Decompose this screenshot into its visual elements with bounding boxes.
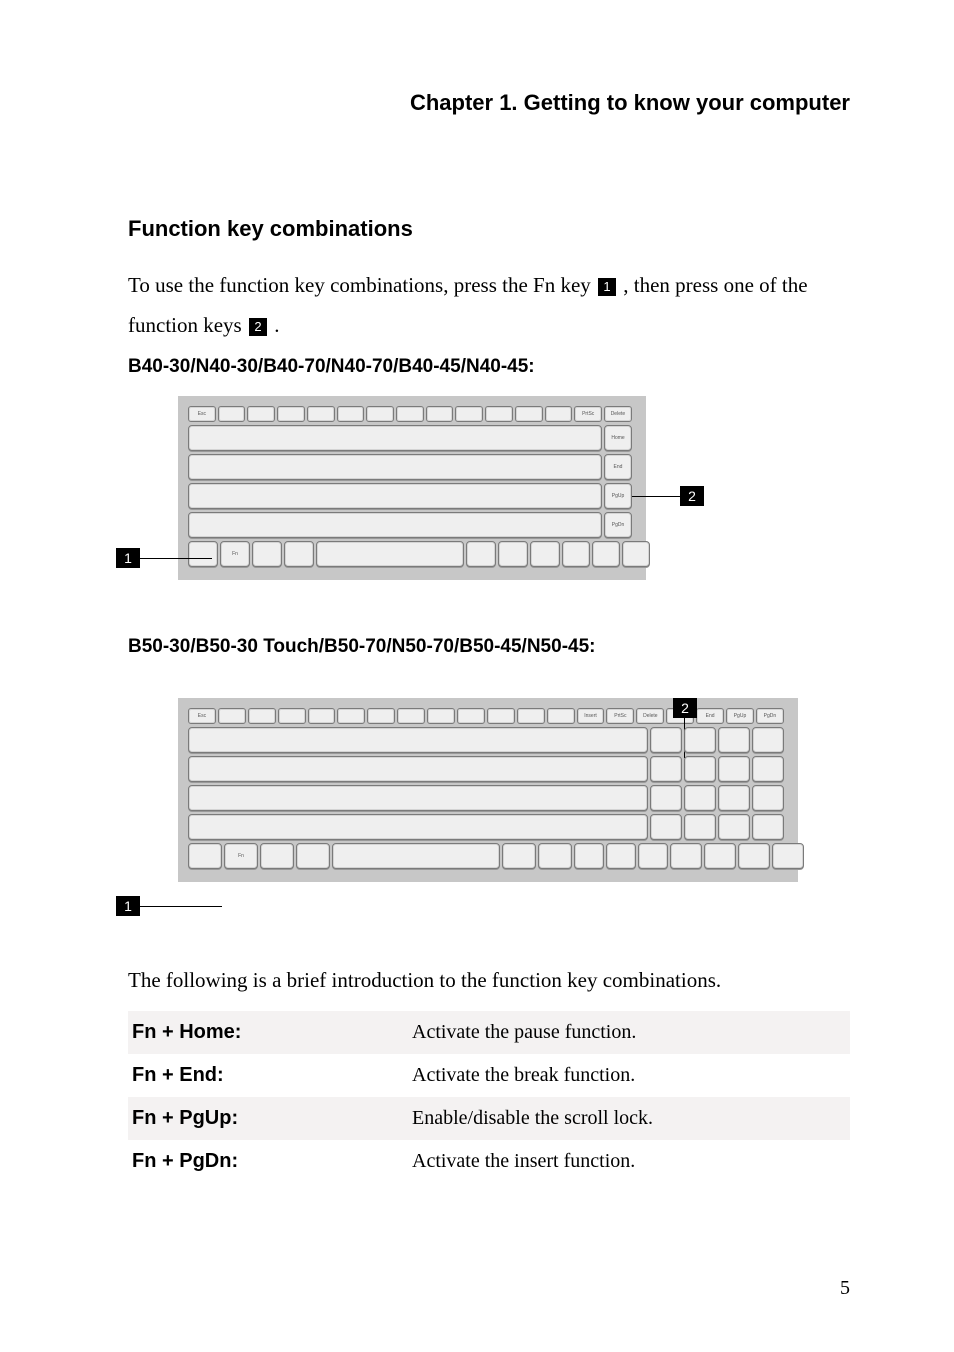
kbd1-topkey <box>307 406 335 422</box>
kbd1-callout-1: 1 <box>116 548 140 568</box>
kbd1-topkey <box>366 406 394 422</box>
fn-key: Fn + Home: <box>128 1011 412 1054</box>
kbd2-topkey: Delete <box>636 708 664 724</box>
page-number: 5 <box>840 1277 850 1300</box>
kbd2-topkey <box>308 708 336 724</box>
fn-desc: Activate the insert function. <box>412 1140 850 1183</box>
kbd2-topkey <box>278 708 306 724</box>
kbd1-side-2: PgUp <box>612 493 625 499</box>
kbd2-row-top: EscInsertPrtScDeleteHomeEndPgUpPgDn <box>188 708 788 724</box>
fn-key: Fn + PgUp: <box>128 1097 412 1140</box>
kbd1-topkey <box>277 406 305 422</box>
intro-paragraph: To use the function key combinations, pr… <box>128 266 850 346</box>
kbd1-topkey: PrtSc <box>574 406 602 422</box>
kbd2-topkey: PgDn <box>756 708 784 724</box>
kbd2-topkey <box>487 708 515 724</box>
kbd1-fn: Fn <box>232 551 238 557</box>
kbd2-topkey <box>248 708 276 724</box>
kbd2-topkey <box>397 708 425 724</box>
keyboard-figure-1: Esc PrtScDelete Home End PgUp PgDn Fn <box>128 396 850 596</box>
keyboard-figure-2: 2 EscInsertPrtScDeleteHomeEndPgUpPgDn Fn <box>128 698 850 928</box>
kbd1-side-3: PgDn <box>612 522 625 528</box>
callout-inline-1: 1 <box>598 278 616 296</box>
kbd1-topkey <box>545 406 573 422</box>
kbd2-row-2 <box>188 727 788 753</box>
fn-desc: Enable/disable the scroll lock. <box>412 1097 850 1140</box>
callout-inline-2: 2 <box>249 318 267 336</box>
kbd2-topkey <box>457 708 485 724</box>
kbd2-topkey: PrtSc <box>606 708 634 724</box>
kbd2-callout-2: 2 <box>673 698 697 718</box>
kbd1-topkey <box>396 406 424 422</box>
kbd2-topkey <box>367 708 395 724</box>
table-row: Fn + Home:Activate the pause function. <box>128 1011 850 1054</box>
kbd2-row-4 <box>188 785 788 811</box>
kbd1-row-top: Esc PrtScDelete <box>188 406 636 422</box>
kbd1-row-4: PgUp <box>188 483 636 509</box>
kbd2-fn: Fn <box>238 853 244 859</box>
kbd1-side-1: End <box>614 464 623 470</box>
kbd1-topkey <box>218 406 246 422</box>
fn-key: Fn + End: <box>128 1054 412 1097</box>
kbd1-callout-2: 2 <box>680 486 704 506</box>
intro-text-a: To use the function key combinations, pr… <box>128 273 596 297</box>
kbd1-row-5: PgDn <box>188 512 636 538</box>
keyboard-2: EscInsertPrtScDeleteHomeEndPgUpPgDn Fn <box>178 698 798 882</box>
kbd1-row-6: Fn <box>188 541 636 567</box>
fn-desc: Activate the pause function. <box>412 1011 850 1054</box>
intro-text-c: . <box>269 313 280 337</box>
kbd2-topkey <box>547 708 575 724</box>
models-line-1: B40-30/N40-30/B40-70/N40-70/B40-45/N40-4… <box>128 356 850 378</box>
fn-desc: Activate the break function. <box>412 1054 850 1097</box>
fn-key: Fn + PgDn: <box>128 1140 412 1183</box>
chapter-title: Chapter 1. Getting to know your computer <box>128 90 850 116</box>
kbd2-topkey <box>427 708 455 724</box>
kbd2-callout-1-line <box>140 906 222 907</box>
kbd2-row-5 <box>188 814 788 840</box>
kbd1-topkey <box>247 406 275 422</box>
kbd1-topkey <box>455 406 483 422</box>
kbd1-topkey <box>337 406 365 422</box>
keyboard-1: Esc PrtScDelete Home End PgUp PgDn Fn <box>178 396 646 580</box>
table-row: Fn + End:Activate the break function. <box>128 1054 850 1097</box>
kbd1-callout-1-line <box>140 558 212 559</box>
section-title: Function key combinations <box>128 216 850 242</box>
table-intro: The following is a brief introduction to… <box>128 968 850 993</box>
kbd2-topkey: Insert <box>577 708 605 724</box>
kbd2-topkey <box>337 708 365 724</box>
table-row: Fn + PgUp:Enable/disable the scroll lock… <box>128 1097 850 1140</box>
kbd1-topkey <box>515 406 543 422</box>
table-row: Fn + PgDn:Activate the insert function. <box>128 1140 850 1183</box>
kbd2-row-3 <box>188 756 788 782</box>
kbd1-row-3: End <box>188 454 636 480</box>
kbd1-topkey: Esc <box>188 406 216 422</box>
kbd1-topkey: Delete <box>604 406 632 422</box>
kbd1-callout-2-line <box>632 496 680 497</box>
fn-table: Fn + Home:Activate the pause function.Fn… <box>128 1011 850 1183</box>
kbd1-side-0: Home <box>611 435 624 441</box>
models-line-2: B50-30/B50-30 Touch/B50-70/N50-70/B50-45… <box>128 636 850 658</box>
kbd2-topkey: End <box>696 708 724 724</box>
kbd1-row-2: Home <box>188 425 636 451</box>
kbd2-callout-1: 1 <box>116 896 140 916</box>
kbd2-topkey <box>517 708 545 724</box>
kbd1-topkey <box>426 406 454 422</box>
kbd2-row-6: Fn <box>188 843 788 869</box>
kbd2-topkey: PgUp <box>726 708 754 724</box>
kbd1-topkey <box>485 406 513 422</box>
kbd2-topkey <box>218 708 246 724</box>
kbd2-topkey: Esc <box>188 708 216 724</box>
